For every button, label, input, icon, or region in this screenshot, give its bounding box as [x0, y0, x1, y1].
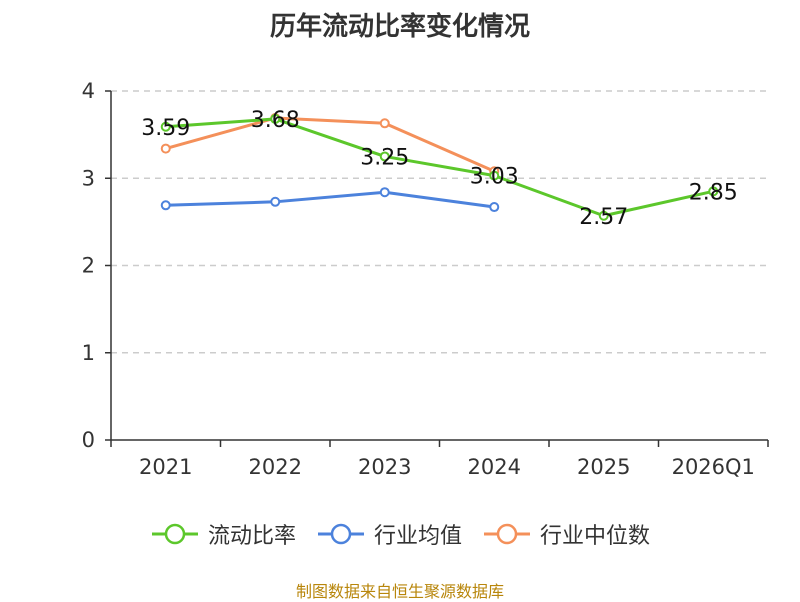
y-tick-label: 2	[82, 254, 95, 278]
y-tick-label: 0	[82, 428, 95, 452]
x-tick-label: 2022	[249, 455, 302, 479]
legend: 流动比率 行业均值 行业中位数	[0, 518, 800, 550]
data-point	[708, 186, 719, 197]
series-line-1	[165, 190, 495, 209]
chart-title: 历年流动比率变化情况	[269, 12, 530, 42]
data-label: 2.85	[689, 180, 738, 205]
x-tick-label: 2023	[358, 455, 411, 479]
legend-item[interactable]: 行业中位数	[482, 518, 650, 550]
grid-lines	[111, 90, 768, 354]
data-point	[379, 187, 390, 198]
data-label: 3.03	[470, 165, 519, 190]
data-point	[160, 121, 171, 132]
data-point	[489, 202, 500, 213]
legend-line-icon	[317, 523, 364, 545]
data-label: 3.68	[251, 108, 300, 133]
y-tick-label: 3	[82, 166, 95, 190]
data-point	[489, 170, 500, 181]
axes: 0 1 2 3 4 2021 2022 2023 2024 2025 2026Q1	[82, 79, 769, 479]
data-point	[379, 151, 390, 162]
data-label: 2.57	[579, 205, 628, 230]
legend-line-icon	[151, 523, 198, 545]
series-line-2	[165, 116, 495, 173]
series-line-0	[165, 117, 714, 218]
data-point	[270, 196, 281, 207]
legend-item[interactable]: 行业均值	[316, 518, 462, 550]
x-tick-label: 2026Q1	[672, 455, 755, 479]
x-tick-label: 2021	[139, 455, 192, 479]
series-lines	[160, 113, 719, 221]
x-tick-label: 2024	[468, 455, 521, 479]
x-tick-label: 2025	[577, 455, 630, 479]
data-point	[598, 210, 609, 221]
legend-label: 行业均值	[373, 524, 462, 549]
legend-item[interactable]: 流动比率	[150, 518, 296, 550]
data-point	[160, 200, 171, 211]
legend-label: 流动比率	[207, 524, 296, 549]
legend-label: 行业中位数	[540, 524, 651, 549]
data-labels: 3.59 3.68 3.25 3.03 2.57 2.85	[141, 108, 737, 230]
data-point	[379, 118, 390, 129]
data-label: 3.59	[141, 116, 190, 141]
data-point	[160, 143, 171, 154]
y-tick-label: 1	[82, 341, 95, 365]
data-point	[270, 113, 281, 124]
y-tick-label: 4	[82, 79, 95, 103]
source-note: 制图数据来自恒生聚源数据库	[295, 582, 504, 601]
legend-line-icon	[484, 523, 530, 545]
data-label: 3.25	[360, 145, 409, 170]
